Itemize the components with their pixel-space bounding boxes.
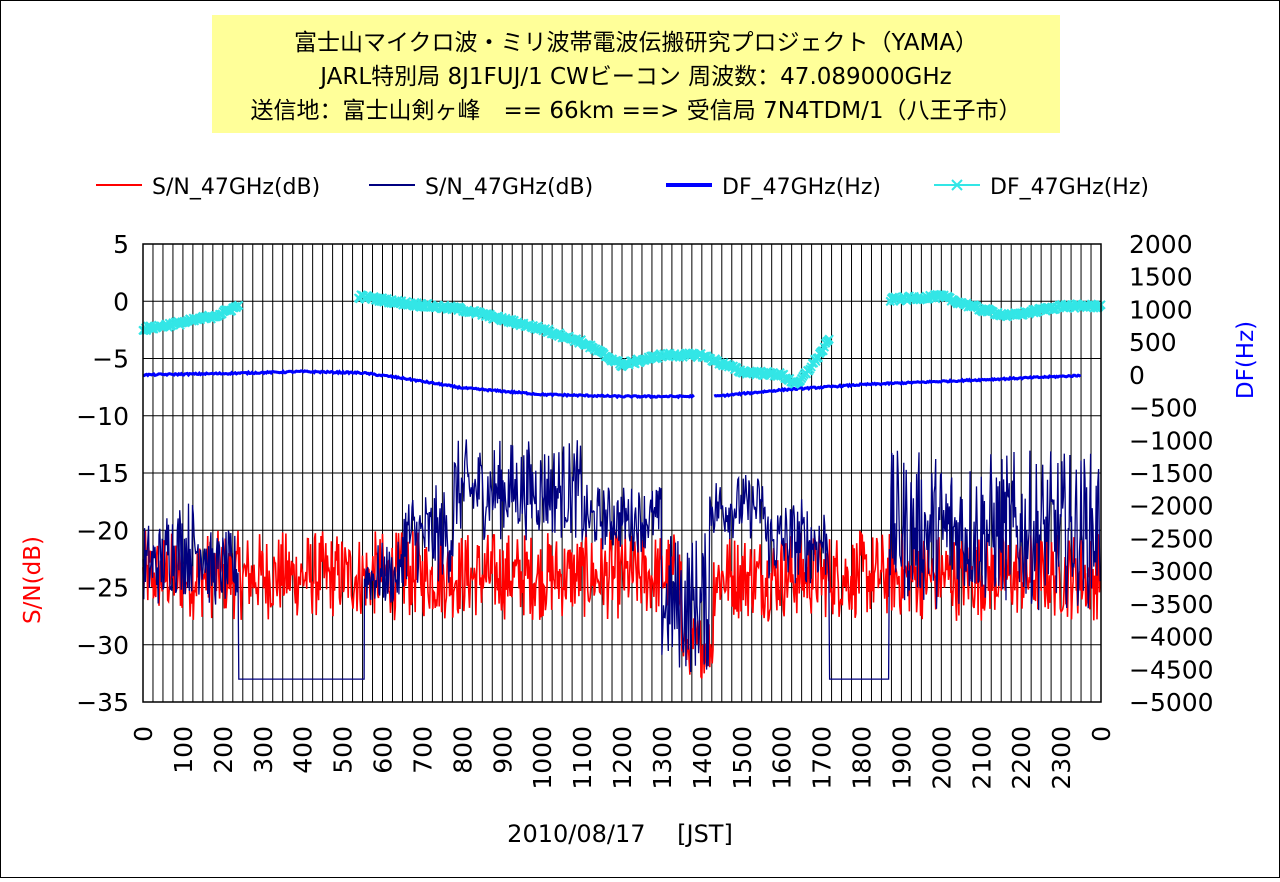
legend-item: S/N_47GHz(dB) xyxy=(96,175,320,200)
series-sn-1 xyxy=(142,439,1101,680)
x-tick-label: 900 xyxy=(488,726,517,774)
df-marker xyxy=(234,300,244,310)
y-tick-label-left: −10 xyxy=(76,402,129,431)
y-tick-label-right: −3000 xyxy=(1129,557,1214,586)
df-marker xyxy=(824,334,834,344)
y-tick-label-left: −30 xyxy=(76,631,129,660)
legend-label: DF_47GHz(Hz) xyxy=(990,175,1149,200)
x-tick-label: 1300 xyxy=(648,726,677,790)
y-tick-label-right: −5000 xyxy=(1129,688,1214,717)
series-df-line xyxy=(713,373,1082,399)
title-background xyxy=(212,15,1060,133)
x-tick-label: 2300 xyxy=(1047,726,1076,790)
x-tick-label: 600 xyxy=(369,726,398,774)
y-tick-label-left: 0 xyxy=(113,287,129,316)
x-tick-label: 1400 xyxy=(688,726,717,790)
y-axis-label-left: S/N(dB) xyxy=(20,536,46,624)
x-tick-label: 1800 xyxy=(848,726,877,790)
x-axis-label: 2010/08/17 [JST] xyxy=(507,820,733,848)
x-tick-label: 100 xyxy=(169,726,198,774)
y-tick-label-right: −3500 xyxy=(1129,590,1214,619)
x-tick-label: 2200 xyxy=(1007,726,1036,790)
y-tick-label-left: −20 xyxy=(76,516,129,545)
y-tick-label-right: 500 xyxy=(1129,328,1177,357)
y-tick-label-right: −4500 xyxy=(1129,655,1214,684)
series-df-line xyxy=(142,368,695,400)
y-tick-label-right: −2500 xyxy=(1129,524,1214,553)
title-line-1: 富士山マイクロ波・ミリ波帯電波伝搬研究プロジェクト（YAMA） xyxy=(294,30,978,56)
y-tick-label-right: −4000 xyxy=(1129,623,1214,652)
y-tick-label-right: −500 xyxy=(1129,394,1198,423)
y-tick-label-right: −2000 xyxy=(1129,492,1214,521)
x-tick-label: 800 xyxy=(448,726,477,774)
x-tick-label: 300 xyxy=(249,726,278,774)
title-line-2: JARL特別局 8J1FUJ/1 CWビーコン 周波数：47.089000GHz xyxy=(318,64,952,90)
axes: 50−5−10−15−20−25−30−352000150010005000−5… xyxy=(76,230,1213,790)
x-tick-label: 1500 xyxy=(728,726,757,790)
x-tick-label: 1700 xyxy=(808,726,837,790)
plot-border xyxy=(142,243,1102,703)
x-tick-label: 400 xyxy=(289,726,318,774)
y-tick-label-left: −15 xyxy=(76,459,129,488)
x-tick-label: 700 xyxy=(408,726,437,774)
x-tick-label: 2100 xyxy=(967,726,996,790)
legend-label: DF_47GHz(Hz) xyxy=(722,175,881,200)
y-tick-label-right: 1000 xyxy=(1129,295,1193,324)
legend: S/N_47GHz(dB) S/N_47GHz(dB) DF_47GHz(Hz) DF… xyxy=(96,175,1149,200)
y-tick-label-right: 2000 xyxy=(1129,230,1193,259)
legend-item: S/N_47GHz(dB) xyxy=(369,175,593,200)
x-tick-label: 2000 xyxy=(927,726,956,790)
x-tick-label: 1000 xyxy=(528,726,557,790)
x-tick-label: 500 xyxy=(329,726,358,774)
legend-item: DF_47GHz(Hz) xyxy=(934,175,1149,200)
y-tick-label-right: 1500 xyxy=(1129,263,1193,292)
series-layer xyxy=(138,289,1106,680)
legend-marker xyxy=(951,179,963,191)
x-tick-label: 0 xyxy=(129,726,158,742)
series-sn-0 xyxy=(142,530,1101,679)
y-tick-label-left: −35 xyxy=(76,688,129,717)
x-tick-label: 1600 xyxy=(768,726,797,790)
title-box: 富士山マイクロ波・ミリ波帯電波伝搬研究プロジェクト（YAMA） JARL特別局 … xyxy=(212,15,1060,133)
y-tick-label-right: −1000 xyxy=(1129,426,1214,455)
y-tick-label-right: −1500 xyxy=(1129,459,1214,488)
x-tick-label: 1200 xyxy=(608,726,637,790)
y-tick-label-left: −5 xyxy=(92,345,129,374)
legend-label: S/N_47GHz(dB) xyxy=(425,175,593,200)
series-df-markers xyxy=(138,289,1106,389)
y-tick-label-left: 5 xyxy=(113,230,129,259)
grid xyxy=(142,243,1102,703)
legend-item: DF_47GHz(Hz) xyxy=(666,175,881,200)
y-axis-label-right: DF(Hz) xyxy=(1233,321,1259,399)
x-tick-label: 1100 xyxy=(568,726,597,790)
x-tick-label: 1900 xyxy=(887,726,916,790)
legend-label: S/N_47GHz(dB) xyxy=(152,175,320,200)
x-tick-label: 0 xyxy=(1087,726,1116,742)
x-tick-label: 200 xyxy=(209,726,238,774)
y-tick-label-left: −25 xyxy=(76,574,129,603)
title-line-3: 送信地：富士山剣ヶ峰 == 66km ==> 受信局 7N4TDM/1（八王子市… xyxy=(250,98,1021,124)
y-tick-label-right: 0 xyxy=(1129,361,1145,390)
